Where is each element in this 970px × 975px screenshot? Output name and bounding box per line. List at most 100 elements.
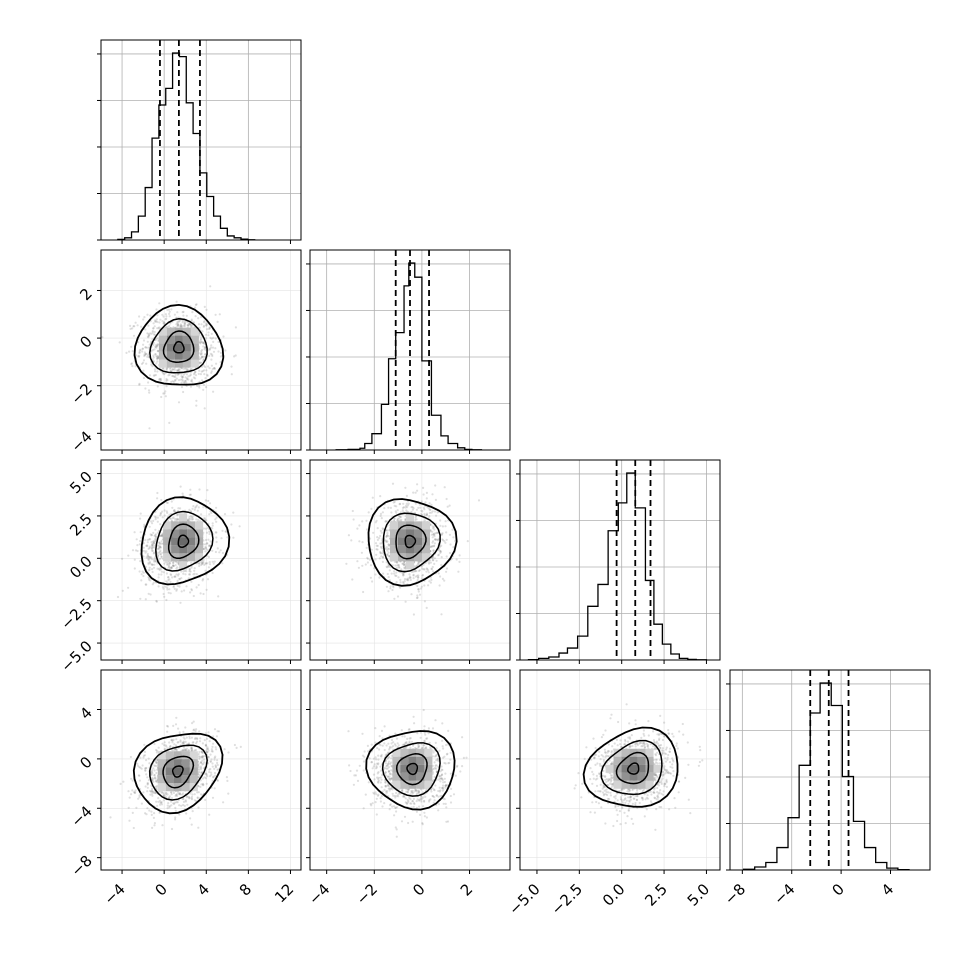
sample-point (205, 539, 207, 541)
scatter-panel-1-3 (310, 670, 510, 870)
sample-point (178, 586, 180, 588)
sample-point (433, 563, 435, 565)
sample-point (147, 341, 149, 343)
sample-point (155, 600, 157, 602)
sample-point (198, 565, 200, 567)
sample-point (140, 579, 142, 581)
sample-point (146, 556, 148, 558)
sample-point (186, 378, 188, 380)
sample-point (127, 790, 129, 792)
sample-point (184, 573, 186, 575)
sample-point (175, 564, 177, 566)
sample-point (135, 807, 137, 809)
sample-point (130, 363, 132, 365)
sample-point (132, 812, 134, 814)
sample-point (190, 326, 192, 328)
sample-point (396, 562, 398, 564)
histogram-step-1 (336, 263, 481, 450)
sample-point (182, 391, 184, 393)
sample-point (182, 798, 184, 800)
sample-point (157, 355, 159, 357)
sample-point (146, 314, 148, 316)
sample-point (151, 543, 153, 545)
sample-point (187, 323, 189, 325)
sample-point (147, 553, 149, 555)
sample-point (132, 780, 134, 782)
sample-point (180, 326, 182, 328)
sample-point (151, 827, 153, 829)
sample-point (134, 559, 136, 561)
sample-point (197, 510, 199, 512)
sample-point (439, 584, 441, 586)
sample-point (389, 569, 391, 571)
sample-point (211, 338, 213, 340)
sample-point (417, 597, 419, 599)
sample-point (407, 579, 409, 581)
sample-point (370, 577, 372, 579)
sample-point (200, 513, 202, 515)
sample-point (239, 525, 241, 527)
sample-point (159, 523, 161, 525)
sample-point (160, 540, 162, 542)
sample-point (172, 564, 174, 566)
sample-point (380, 546, 382, 548)
sample-point (212, 391, 214, 393)
sample-point (204, 550, 206, 552)
sample-point (199, 342, 201, 344)
sample-point (389, 808, 391, 810)
sample-point (426, 492, 428, 494)
sample-point (145, 773, 147, 775)
sample-point (412, 821, 414, 823)
sample-point (378, 537, 380, 539)
sample-point (144, 387, 146, 389)
sample-point (206, 589, 208, 591)
sample-point (392, 483, 394, 485)
sample-point (208, 769, 210, 771)
sample-point (188, 570, 190, 572)
density-cell (171, 545, 179, 553)
sample-point (190, 581, 192, 583)
axes-frame (520, 460, 720, 660)
sample-point (132, 549, 134, 551)
sample-point (416, 585, 418, 587)
sample-point (193, 595, 195, 597)
sample-point (157, 801, 159, 803)
sample-point (182, 493, 184, 495)
sample-point (147, 354, 149, 356)
sample-point (168, 578, 170, 580)
sample-point (171, 828, 173, 830)
sample-point (358, 524, 360, 526)
sample-point (201, 330, 203, 332)
sample-point (143, 547, 145, 549)
sample-point (432, 566, 434, 568)
hist-panel-2 (516, 460, 720, 660)
sample-point (379, 766, 381, 768)
sample-point (198, 506, 200, 508)
sample-point (175, 810, 177, 812)
sample-point (158, 302, 160, 304)
sample-point (185, 376, 187, 378)
sample-point (391, 739, 393, 741)
sample-point (400, 568, 402, 570)
sample-point (186, 315, 188, 317)
sample-point (423, 725, 425, 727)
sample-point (145, 767, 147, 769)
sample-point (435, 515, 437, 517)
sample-point (388, 555, 390, 557)
density-cell (190, 751, 198, 759)
sample-point (212, 522, 214, 524)
sample-point (395, 575, 397, 577)
sample-point (204, 739, 206, 741)
density-cell (191, 360, 199, 368)
sample-point (191, 722, 193, 724)
sample-point (145, 813, 147, 815)
sample-point (206, 738, 208, 740)
sample-point (148, 762, 150, 764)
sample-point (150, 593, 152, 595)
sample-point (379, 735, 381, 737)
sample-point (195, 518, 197, 520)
sample-point (142, 764, 144, 766)
sample-point (178, 401, 180, 403)
sample-point (382, 527, 384, 529)
sample-point (208, 513, 210, 515)
